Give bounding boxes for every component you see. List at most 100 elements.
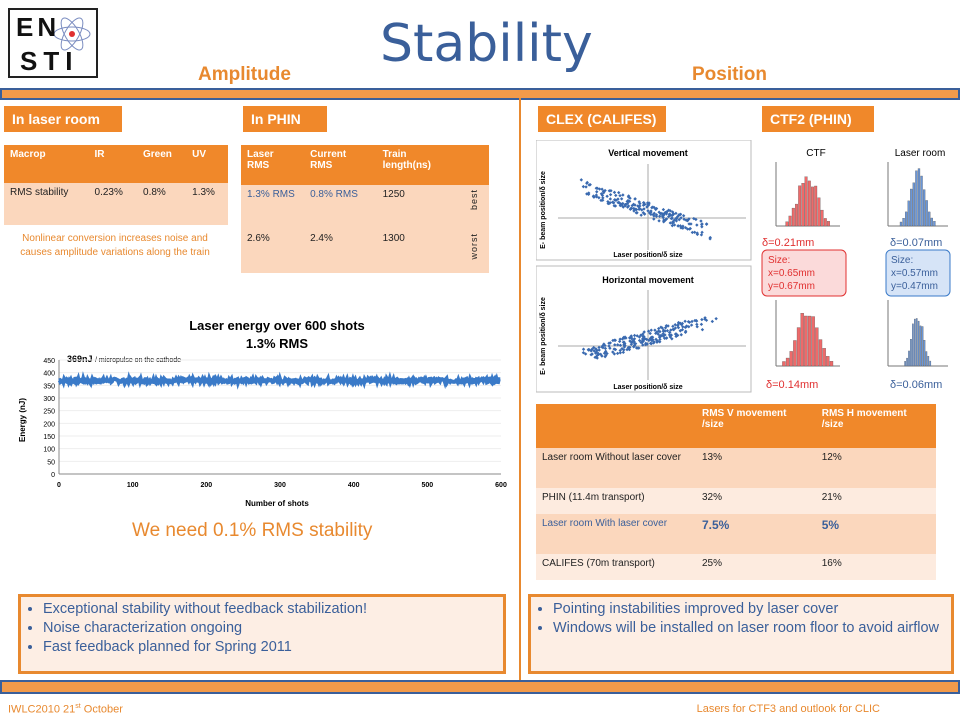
hist-bar	[927, 356, 930, 367]
ensti-logo: EN STI	[8, 8, 98, 78]
x-tick-label: 500	[421, 482, 433, 489]
table-cell: RMS stability	[4, 183, 89, 225]
hist-bar	[801, 183, 805, 227]
hist-bar	[925, 351, 928, 367]
hist-bar	[807, 180, 811, 227]
macropulse-rms-table: Macrop IR Green UV RMS stability 0.23% 0…	[4, 145, 228, 225]
clex-movement-plots: Vertical movement Laser position/δ size …	[536, 140, 752, 393]
scatter-point	[618, 343, 623, 348]
hist-bar	[800, 313, 804, 367]
y-tick-label: 100	[43, 447, 55, 454]
scatter-point	[687, 222, 691, 226]
scatter-point	[656, 326, 661, 331]
y-tick-label: 450	[43, 358, 55, 365]
table-cell: 25%	[696, 554, 816, 580]
y-tick-label: 250	[43, 409, 55, 416]
hist-bar	[804, 176, 808, 227]
scatter-point	[607, 201, 611, 205]
scatter-point	[704, 222, 709, 226]
scatter-point	[633, 341, 638, 346]
movement-rms-table: RMS V movement /size RMS H movement /siz…	[536, 404, 936, 580]
scatter-point	[619, 197, 624, 201]
list-item: Exceptional stability without feedback s…	[43, 601, 495, 617]
hist-bar	[818, 339, 823, 367]
table-cell: 2.6%	[241, 229, 305, 273]
table-header	[463, 145, 489, 185]
annotation-value: 369nJ	[67, 354, 93, 364]
scatter-point	[601, 196, 605, 200]
hist-bar	[795, 203, 798, 227]
delta-laser-2: δ=0.06mm	[890, 379, 942, 391]
hist-bar	[910, 339, 912, 367]
vertical-plot-xlabel: Laser position/δ size	[613, 252, 682, 259]
scatter-point	[668, 209, 673, 213]
hist-bar	[915, 170, 918, 227]
scatter-point	[638, 201, 642, 206]
table-cell: 7.5%	[696, 514, 816, 554]
scatter-point	[626, 204, 631, 208]
scatter-point	[676, 333, 680, 338]
scatter-point	[667, 330, 672, 335]
hist-bar	[807, 315, 812, 367]
scatter-point	[597, 187, 602, 191]
y-tick-label: 300	[43, 396, 55, 403]
hist-bar	[817, 197, 821, 227]
hist-bar	[815, 327, 819, 367]
chart-subtitle: 1.3% RMS	[246, 336, 308, 351]
table-header: UV	[186, 145, 228, 183]
hist-bar	[782, 361, 786, 367]
y-axis-label: Energy (nJ)	[18, 398, 27, 442]
tag-phin: In PHIN	[243, 106, 327, 132]
vertical-plot-ylabel: E- beam position/δ size	[540, 171, 547, 249]
scatter-point	[670, 216, 674, 220]
scatter-point	[700, 230, 704, 235]
y-tick-label: 50	[47, 459, 55, 466]
scatter-point	[621, 193, 625, 197]
scatter-point	[687, 217, 691, 221]
table-header: Train length(ns)	[376, 145, 463, 185]
energy-chart: Laser energy over 600 shots 1.3% RMS 369…	[18, 318, 507, 508]
hist-bar	[899, 221, 903, 227]
hist-bar	[919, 325, 922, 367]
scatter-point	[699, 219, 703, 223]
size-laser-y: y=0.47mm	[891, 281, 938, 292]
hist-bar	[789, 351, 793, 367]
tag-clex: CLEX (CALIFES)	[538, 106, 666, 132]
vertical-divider	[519, 98, 521, 680]
y-tick-label: 200	[43, 421, 55, 428]
scatter-point	[670, 210, 675, 214]
page-title: Stability	[380, 14, 593, 74]
table-cell: 32%	[696, 488, 816, 514]
tag-laser-room: In laser room	[4, 106, 122, 132]
scatter-point	[673, 332, 678, 336]
scatter-point	[656, 339, 660, 343]
table-cell: 5%	[815, 514, 936, 554]
hist-bar	[822, 348, 826, 367]
hist-bar	[904, 211, 908, 227]
table-header: IR	[88, 145, 138, 183]
scatter-point	[663, 210, 667, 215]
scatter-point	[608, 197, 613, 201]
hist-bar	[811, 186, 814, 227]
x-tick-label: 0	[57, 482, 61, 489]
list-item: Fast feedback planned for Spring 2011	[43, 639, 495, 655]
hist-bar	[791, 207, 795, 227]
footer-left: IWLC2010 21st October	[8, 703, 123, 716]
scatter-point	[592, 195, 596, 199]
table-cell: 0.8% RMS	[304, 185, 377, 229]
hist-bar	[915, 318, 918, 367]
x-tick-label: 100	[127, 482, 139, 489]
scatter-point	[597, 345, 601, 350]
scatter-point	[645, 201, 650, 205]
scatter-point	[603, 343, 607, 348]
table-cell: 1.3% RMS	[241, 185, 305, 229]
table-cell: Laser room Without laser cover	[536, 448, 696, 488]
hist-bar	[785, 221, 789, 227]
scatter-point	[622, 340, 626, 344]
ctf-label: CTF	[806, 148, 825, 159]
rank-label: worst	[469, 233, 479, 260]
scatter-point	[590, 352, 594, 356]
hist-bar	[930, 217, 933, 227]
hist-bar	[908, 350, 910, 367]
nonlinear-note: Nonlinear conversion increases noise and…	[20, 233, 210, 258]
